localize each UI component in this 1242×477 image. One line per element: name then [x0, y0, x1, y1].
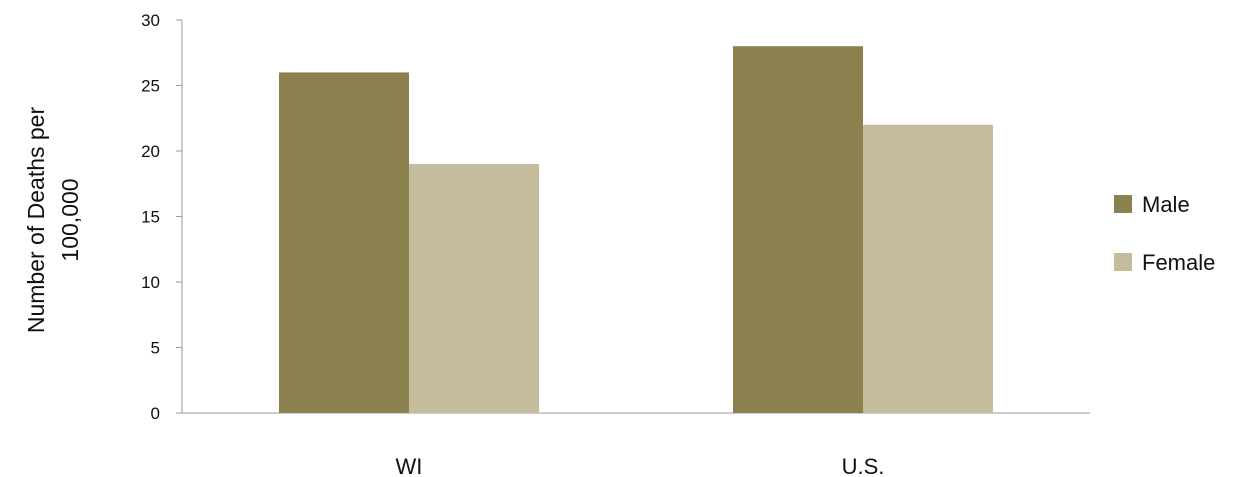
bar-female-wi: [409, 164, 539, 413]
bars: [279, 46, 993, 414]
legend-swatch-male: [1114, 195, 1132, 213]
y-tick-label: 25: [141, 77, 160, 96]
y-tick-label: 10: [141, 273, 160, 292]
x-category-label: WI: [396, 454, 423, 477]
y-axis-title-line-1: Number of Deaths per: [23, 107, 49, 334]
bar-male-wi: [279, 72, 409, 414]
legend-label-male: Male: [1142, 192, 1190, 217]
bar-male-us: [733, 46, 863, 413]
y-tick-label: 20: [141, 142, 160, 161]
legend-label-female: Female: [1142, 250, 1215, 275]
y-tick-label: 0: [151, 404, 160, 423]
y-tick-label: 15: [141, 208, 160, 227]
legend-swatch-female: [1114, 253, 1132, 271]
legend: Male Female: [1114, 192, 1215, 275]
y-tick-label: 30: [141, 11, 160, 30]
y-axis-title: Number of Deaths per 100,000: [23, 107, 83, 334]
category-labels: WI U.S.: [396, 454, 885, 477]
bar-female-us: [863, 124, 993, 414]
y-tick-label: 5: [151, 339, 160, 358]
x-category-label: U.S.: [842, 454, 885, 477]
y-axis-title-line-2: 100,000: [57, 178, 83, 261]
